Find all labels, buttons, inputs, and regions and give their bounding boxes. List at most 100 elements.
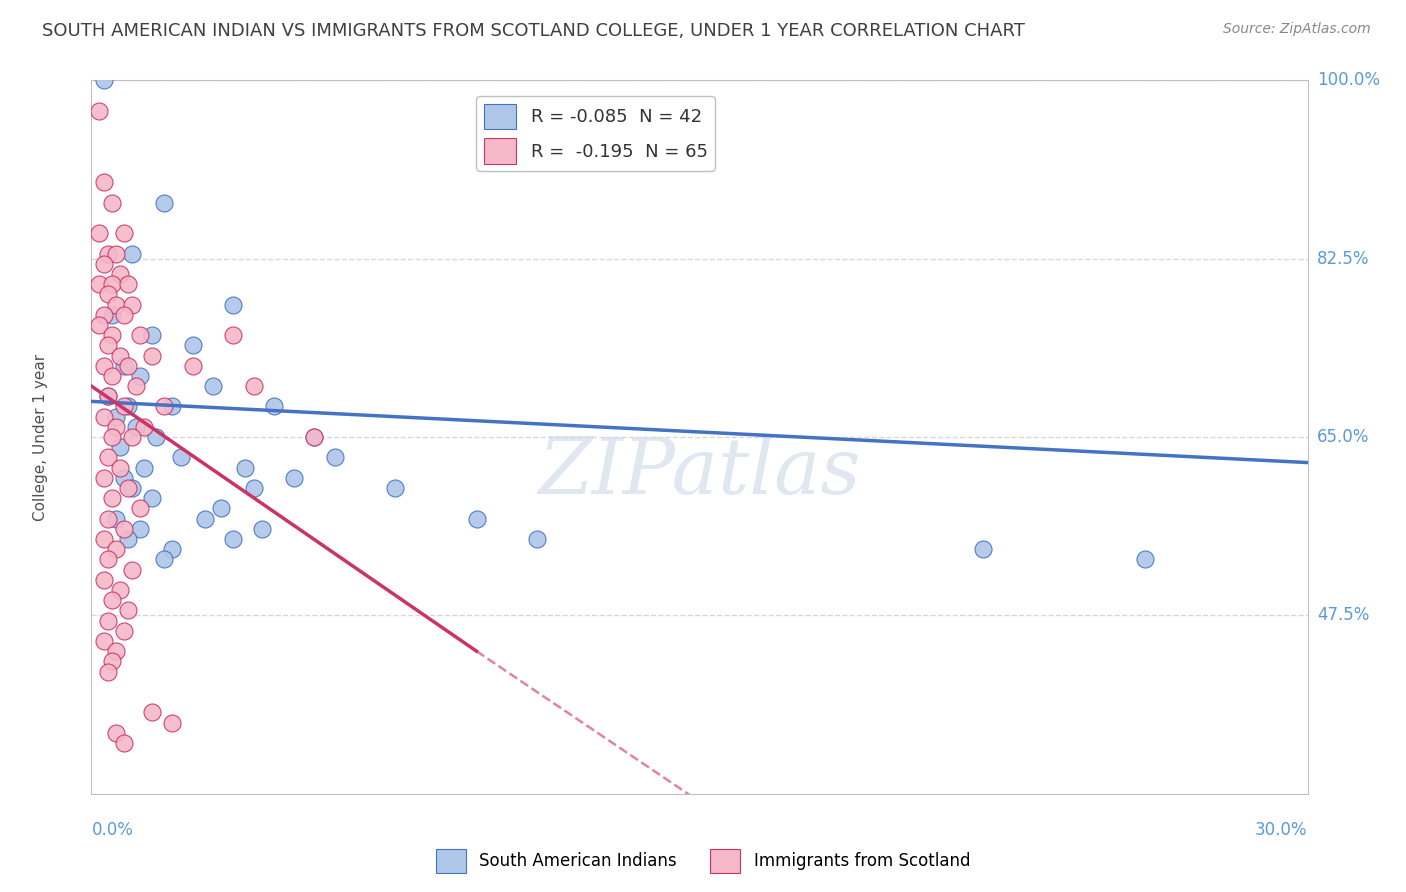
Point [202, 379, 225, 393]
Point [108, 460, 131, 475]
Point [121, 563, 143, 577]
Point [104, 725, 127, 739]
Point [100, 308, 122, 322]
Point [100, 491, 122, 506]
Point [89, 226, 111, 240]
Legend: South American Indians, Immigrants from Scotland: South American Indians, Immigrants from … [429, 842, 977, 880]
Text: SOUTH AMERICAN INDIAN VS IMMIGRANTS FROM SCOTLAND COLLEGE, UNDER 1 YEAR CORRELAT: SOUTH AMERICAN INDIAN VS IMMIGRANTS FROM… [42, 22, 1025, 40]
Point [100, 430, 122, 444]
Point [222, 532, 245, 546]
Point [117, 400, 139, 414]
Point [250, 522, 273, 536]
Text: ZIPatlas: ZIPatlas [538, 434, 860, 511]
Point [235, 460, 257, 475]
Point [121, 481, 143, 495]
Point [93, 359, 115, 373]
Point [121, 246, 143, 260]
Point [153, 195, 176, 210]
Text: 30.0%: 30.0% [1256, 821, 1308, 839]
Point [283, 471, 305, 485]
Point [93, 175, 115, 189]
Point [222, 328, 245, 343]
Point [145, 430, 167, 444]
Point [89, 103, 111, 118]
Point [169, 450, 191, 465]
Point [108, 440, 131, 454]
Point [242, 379, 264, 393]
Point [222, 297, 245, 311]
Point [112, 400, 135, 414]
Point [93, 573, 115, 587]
Point [104, 644, 127, 658]
Point [93, 634, 115, 648]
Legend: R = -0.085  N = 42, R =  -0.195  N = 65: R = -0.085 N = 42, R = -0.195 N = 65 [477, 96, 714, 171]
Point [108, 582, 131, 597]
Point [972, 542, 994, 557]
Point [93, 409, 115, 424]
Point [97, 511, 120, 525]
Point [93, 471, 115, 485]
Point [112, 522, 135, 536]
Point [129, 501, 152, 516]
Point [194, 511, 217, 525]
Point [384, 481, 406, 495]
Point [97, 389, 120, 403]
Point [89, 318, 111, 332]
Point [97, 665, 120, 679]
Point [1135, 552, 1157, 566]
Point [304, 430, 326, 444]
Point [117, 532, 139, 546]
Point [181, 359, 204, 373]
Point [93, 308, 115, 322]
Point [465, 511, 488, 525]
Point [112, 359, 135, 373]
Point [89, 277, 111, 292]
Point [129, 368, 152, 383]
Point [323, 450, 346, 465]
Point [153, 400, 176, 414]
Point [153, 552, 176, 566]
Point [104, 409, 127, 424]
Point [97, 450, 120, 465]
Point [112, 471, 135, 485]
Point [108, 267, 131, 281]
Point [112, 736, 135, 750]
Point [526, 532, 548, 546]
Point [304, 430, 326, 444]
Point [129, 328, 152, 343]
Point [112, 308, 135, 322]
Point [162, 542, 184, 557]
Point [100, 593, 122, 607]
Point [104, 297, 127, 311]
Point [100, 368, 122, 383]
Point [104, 542, 127, 557]
Text: 100.0%: 100.0% [1317, 71, 1381, 89]
Point [121, 297, 143, 311]
Point [132, 460, 155, 475]
Point [242, 481, 264, 495]
Point [93, 532, 115, 546]
Point [97, 614, 120, 628]
Text: 47.5%: 47.5% [1317, 607, 1369, 624]
Point [125, 379, 148, 393]
Point [93, 257, 115, 271]
Text: 0.0%: 0.0% [91, 821, 134, 839]
Point [104, 511, 127, 525]
Point [141, 706, 163, 720]
Point [162, 715, 184, 730]
Point [97, 246, 120, 260]
Point [125, 420, 148, 434]
Point [263, 400, 285, 414]
Point [97, 389, 120, 403]
Point [104, 420, 127, 434]
Point [209, 501, 232, 516]
Point [100, 195, 122, 210]
Point [104, 246, 127, 260]
Point [117, 277, 139, 292]
Point [112, 226, 135, 240]
Text: Source: ZipAtlas.com: Source: ZipAtlas.com [1223, 22, 1371, 37]
Point [108, 349, 131, 363]
Text: 65.0%: 65.0% [1317, 428, 1369, 446]
Point [181, 338, 204, 352]
Point [100, 328, 122, 343]
